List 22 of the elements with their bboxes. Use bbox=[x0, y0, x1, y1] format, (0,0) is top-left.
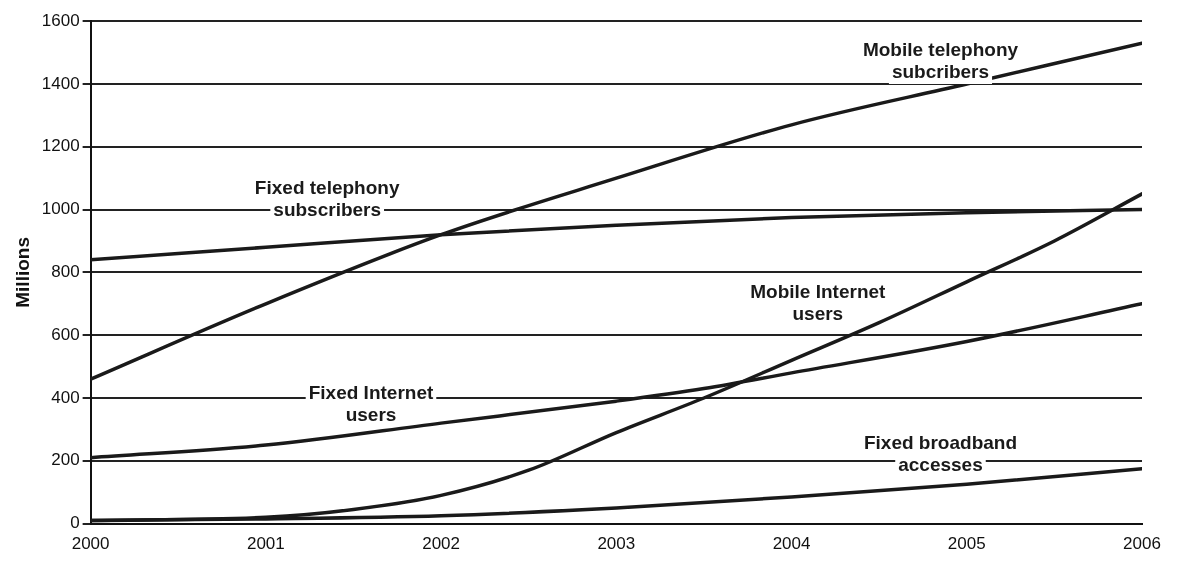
y-tick-label: 1200 bbox=[41, 136, 80, 156]
series-label: Fixed telephony subscribers bbox=[254, 177, 400, 221]
series-label: Mobile telephony subcribers bbox=[862, 39, 1019, 83]
x-tick-label: 2004 bbox=[772, 534, 811, 554]
y-tick-label: 1600 bbox=[41, 10, 80, 30]
y-tick-label: 200 bbox=[51, 450, 80, 470]
y-tick-label: 1400 bbox=[41, 73, 80, 93]
x-tick-label: 2003 bbox=[597, 534, 636, 554]
x-tick-label: 2006 bbox=[1123, 534, 1161, 554]
y-tick-label: 1000 bbox=[41, 199, 80, 219]
x-tick-label: 2000 bbox=[71, 534, 110, 554]
x-tick-label: 2002 bbox=[422, 534, 460, 554]
y-tick-label: 600 bbox=[51, 324, 80, 344]
series-label: Mobile Internet users bbox=[750, 281, 887, 325]
y-tick-label: 800 bbox=[51, 262, 80, 282]
series-label: Fixed Internet users bbox=[308, 381, 434, 425]
y-axis-title: Millions bbox=[11, 237, 33, 308]
series-label: Fixed broadband accesses bbox=[863, 431, 1018, 475]
x-tick-label: 2005 bbox=[947, 534, 986, 554]
y-tick-label: 400 bbox=[51, 387, 80, 407]
x-tick-label: 2001 bbox=[246, 534, 285, 554]
y-tick-label: 0 bbox=[70, 513, 80, 533]
